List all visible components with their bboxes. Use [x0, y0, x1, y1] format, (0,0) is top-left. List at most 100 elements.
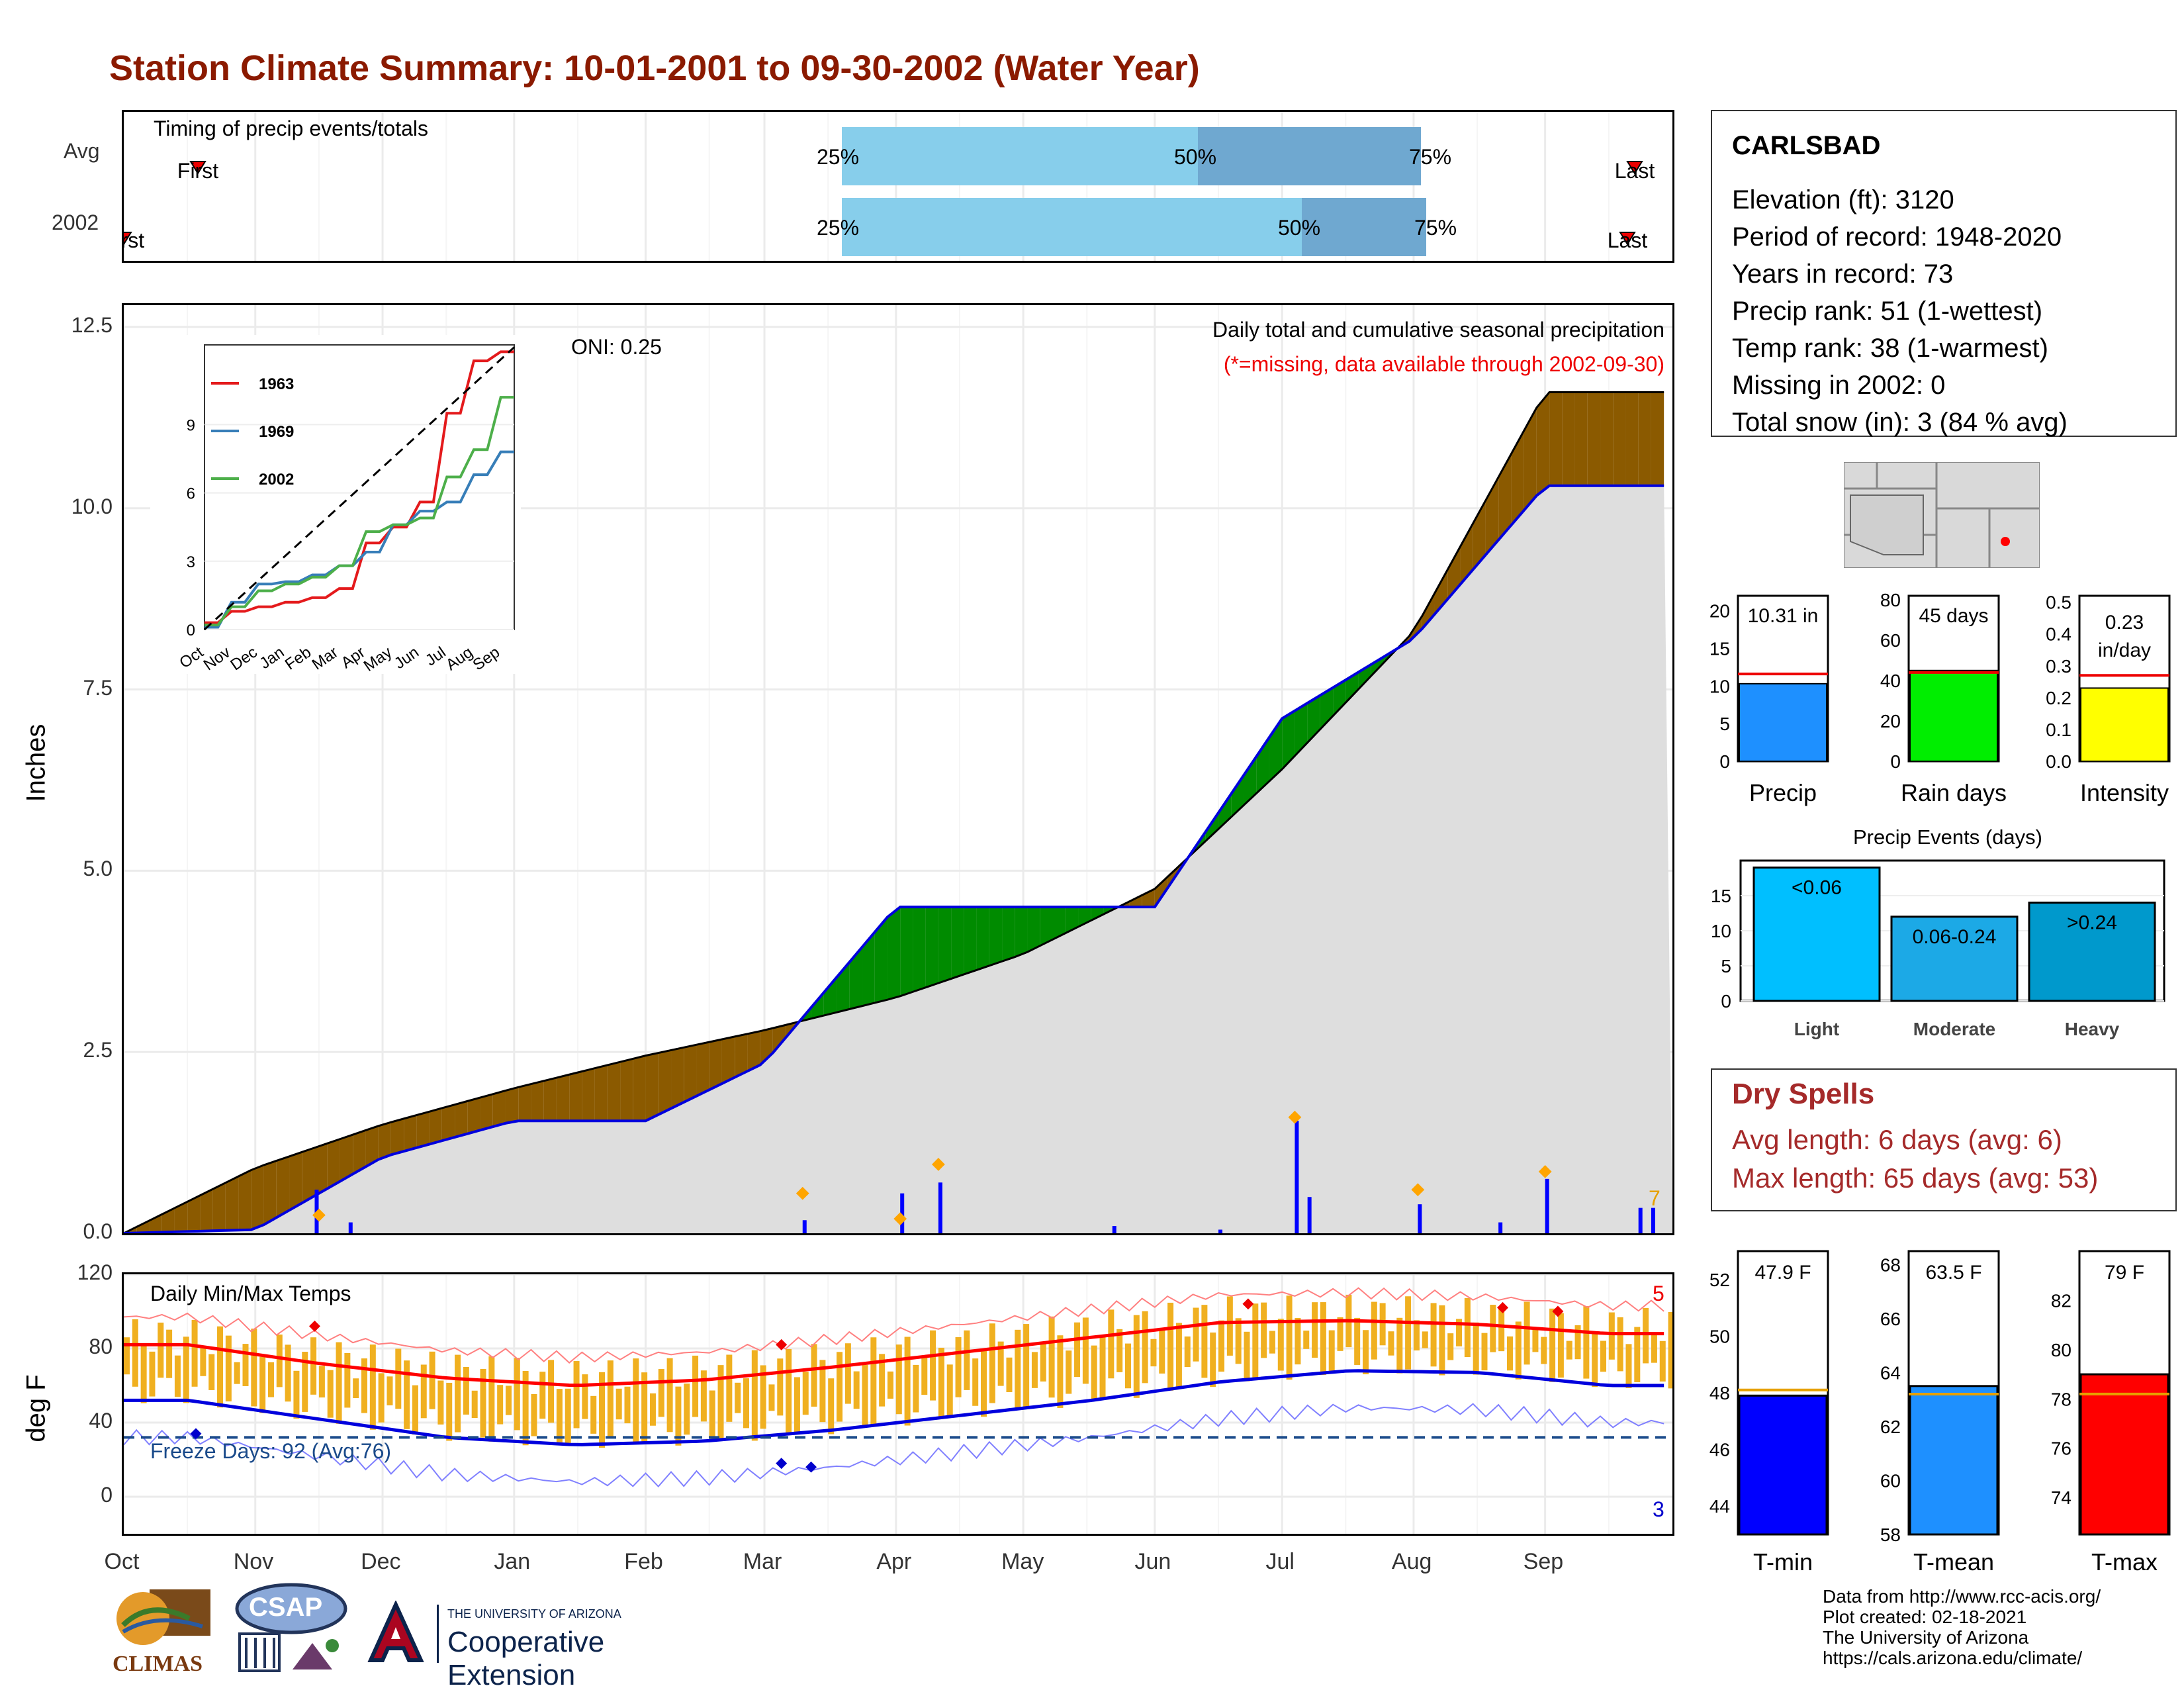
daily-temp-bar: [217, 1326, 224, 1408]
daily-temp-bar: [972, 1358, 979, 1406]
daily-temp-bar: [318, 1366, 325, 1398]
last-label: Last: [1615, 159, 1655, 183]
climas-text: CLIMAS: [113, 1652, 203, 1676]
surplus-band: [900, 907, 913, 996]
daily-temp-bar: [794, 1377, 800, 1434]
ua-divider: [437, 1605, 439, 1663]
footer-line-3: The University of Arizona: [1823, 1627, 2029, 1648]
precip-max-marker: [932, 1158, 945, 1171]
daily-temp-bar: [1235, 1318, 1242, 1364]
deficit-band: [607, 1062, 621, 1121]
daily-temp-bar: [1608, 1312, 1615, 1360]
freeze-days-label: Freeze Days: 92 (Avg:76): [150, 1439, 391, 1463]
precip-max-marker: [1411, 1183, 1425, 1197]
temp-y-tick: 120: [77, 1260, 113, 1284]
deficit-band: [238, 1170, 251, 1231]
month-label-may: May: [1001, 1549, 1044, 1574]
deficit-band: [1613, 392, 1626, 486]
summary-unit: in/day: [2098, 639, 2151, 661]
month-label-aug: Aug: [1391, 1549, 1432, 1574]
temp-panel-label: Daily Min/Max Temps: [150, 1282, 351, 1305]
surplus-band: [1231, 775, 1244, 818]
timing-chart: Timing of precip events/totals 25% 50% 75% F…: [103, 112, 1655, 261]
daily-temp-bar: [599, 1372, 606, 1448]
temp-y-tick: 68: [1880, 1254, 1901, 1275]
summary-label: Precip: [1749, 779, 1817, 806]
daily-temp-bar: [1430, 1303, 1437, 1367]
daily-temp-bar: [514, 1358, 520, 1431]
daily-temp-bar: [1363, 1330, 1369, 1375]
location-map: [1843, 461, 2040, 569]
deficit-band: [1574, 392, 1588, 486]
precip-header: Daily total and cumulative seasonal prec…: [1212, 318, 1664, 342]
daily-precip-bar: [1638, 1207, 1643, 1233]
daily-temp-bar: [862, 1364, 868, 1427]
summary-y-tick: 0.5: [2046, 592, 2071, 613]
timing-bar-50-75: [1302, 198, 1426, 256]
deficit-band: [467, 1098, 480, 1134]
event-bar-text: <0.06: [1792, 877, 1842, 899]
deficit-band: [1524, 407, 1537, 511]
surplus-band: [862, 932, 875, 1006]
temp-y-tick: 0: [101, 1483, 113, 1507]
daily-temp-bar: [183, 1337, 189, 1403]
deficit-band: [149, 1214, 162, 1233]
surplus-band: [913, 907, 926, 992]
surplus-band: [1371, 657, 1385, 677]
surplus-band: [849, 947, 862, 1010]
daily-temp-bar: [353, 1378, 359, 1399]
summary-y-tick: 0: [1890, 751, 1901, 772]
daily-temp-bar: [1252, 1303, 1259, 1378]
timing-bar-25-50: [842, 127, 1198, 185]
events-y-tick: 15: [1711, 886, 1731, 906]
summary-y-tick: 60: [1880, 630, 1901, 651]
daily-temp-bar: [1447, 1333, 1454, 1360]
daily-temp-bar: [267, 1362, 274, 1397]
surplus-band: [1345, 672, 1359, 703]
summary-label: Intensity: [2080, 779, 2169, 806]
first-label: First: [177, 159, 218, 183]
daily-precip-bar: [1112, 1226, 1116, 1233]
dry-spells-title: Dry Spells: [1732, 1078, 1875, 1110]
surplus-band: [938, 907, 952, 984]
deficit-band: [1638, 392, 1651, 486]
daily-temp-bar: [1413, 1320, 1420, 1351]
ua-small-text: THE UNIVERSITY OF ARIZONA: [447, 1607, 621, 1621]
deficit-band: [429, 1107, 442, 1145]
deficit-band: [1460, 523, 1473, 585]
precip-max-marker: [796, 1186, 809, 1200]
deficit-band: [671, 1047, 684, 1109]
average-cumulative-line: [123, 391, 1664, 1235]
daily-temp-bar: [191, 1319, 198, 1387]
precip-summary-bars: 0 5 10 15 20 10.31 in Precip 0 20 40 60 80 45 days Ra…: [1709, 590, 2171, 806]
deficit-band: [1511, 430, 1524, 526]
daily-temp-bar: [234, 1362, 240, 1384]
summary-bar: [1909, 669, 1998, 762]
surplus-band: [1053, 907, 1066, 940]
daily-temp-bar: [1159, 1327, 1165, 1374]
daily-temp-bar: [310, 1337, 317, 1395]
month-label-mar: Mar: [743, 1549, 782, 1574]
daily-temp-bar: [158, 1322, 164, 1378]
temp-bar: [2079, 1373, 2169, 1536]
daily-precip-bar: [900, 1193, 905, 1233]
temp-y-tick: 62: [1880, 1417, 1901, 1437]
surplus-band: [1015, 907, 1028, 957]
precip-events-title: Precip Events (days): [1853, 825, 2042, 849]
observed-cumulative-line: [123, 484, 1664, 1235]
events-y-tick: 5: [1721, 956, 1731, 976]
footer-line-1: Data from http://www.rcc-acis.org/: [1823, 1586, 2101, 1607]
daily-temp-bar: [692, 1355, 699, 1417]
surplus-band: [1307, 695, 1320, 743]
event-bar-label: Moderate: [1913, 1019, 1995, 1039]
timing-p75: 75%: [1409, 145, 1451, 169]
deficit-band: [747, 1031, 760, 1072]
temp-y-tick: 46: [1709, 1440, 1730, 1460]
daily-temp-bar: [887, 1371, 893, 1399]
precip-y-tick: 2.5: [83, 1038, 113, 1062]
temp-y-tick: 44: [1709, 1496, 1730, 1517]
daily-temp-bar: [132, 1319, 138, 1387]
daily-temp-bar: [259, 1356, 266, 1413]
daily-temp-bar: [1498, 1308, 1505, 1352]
